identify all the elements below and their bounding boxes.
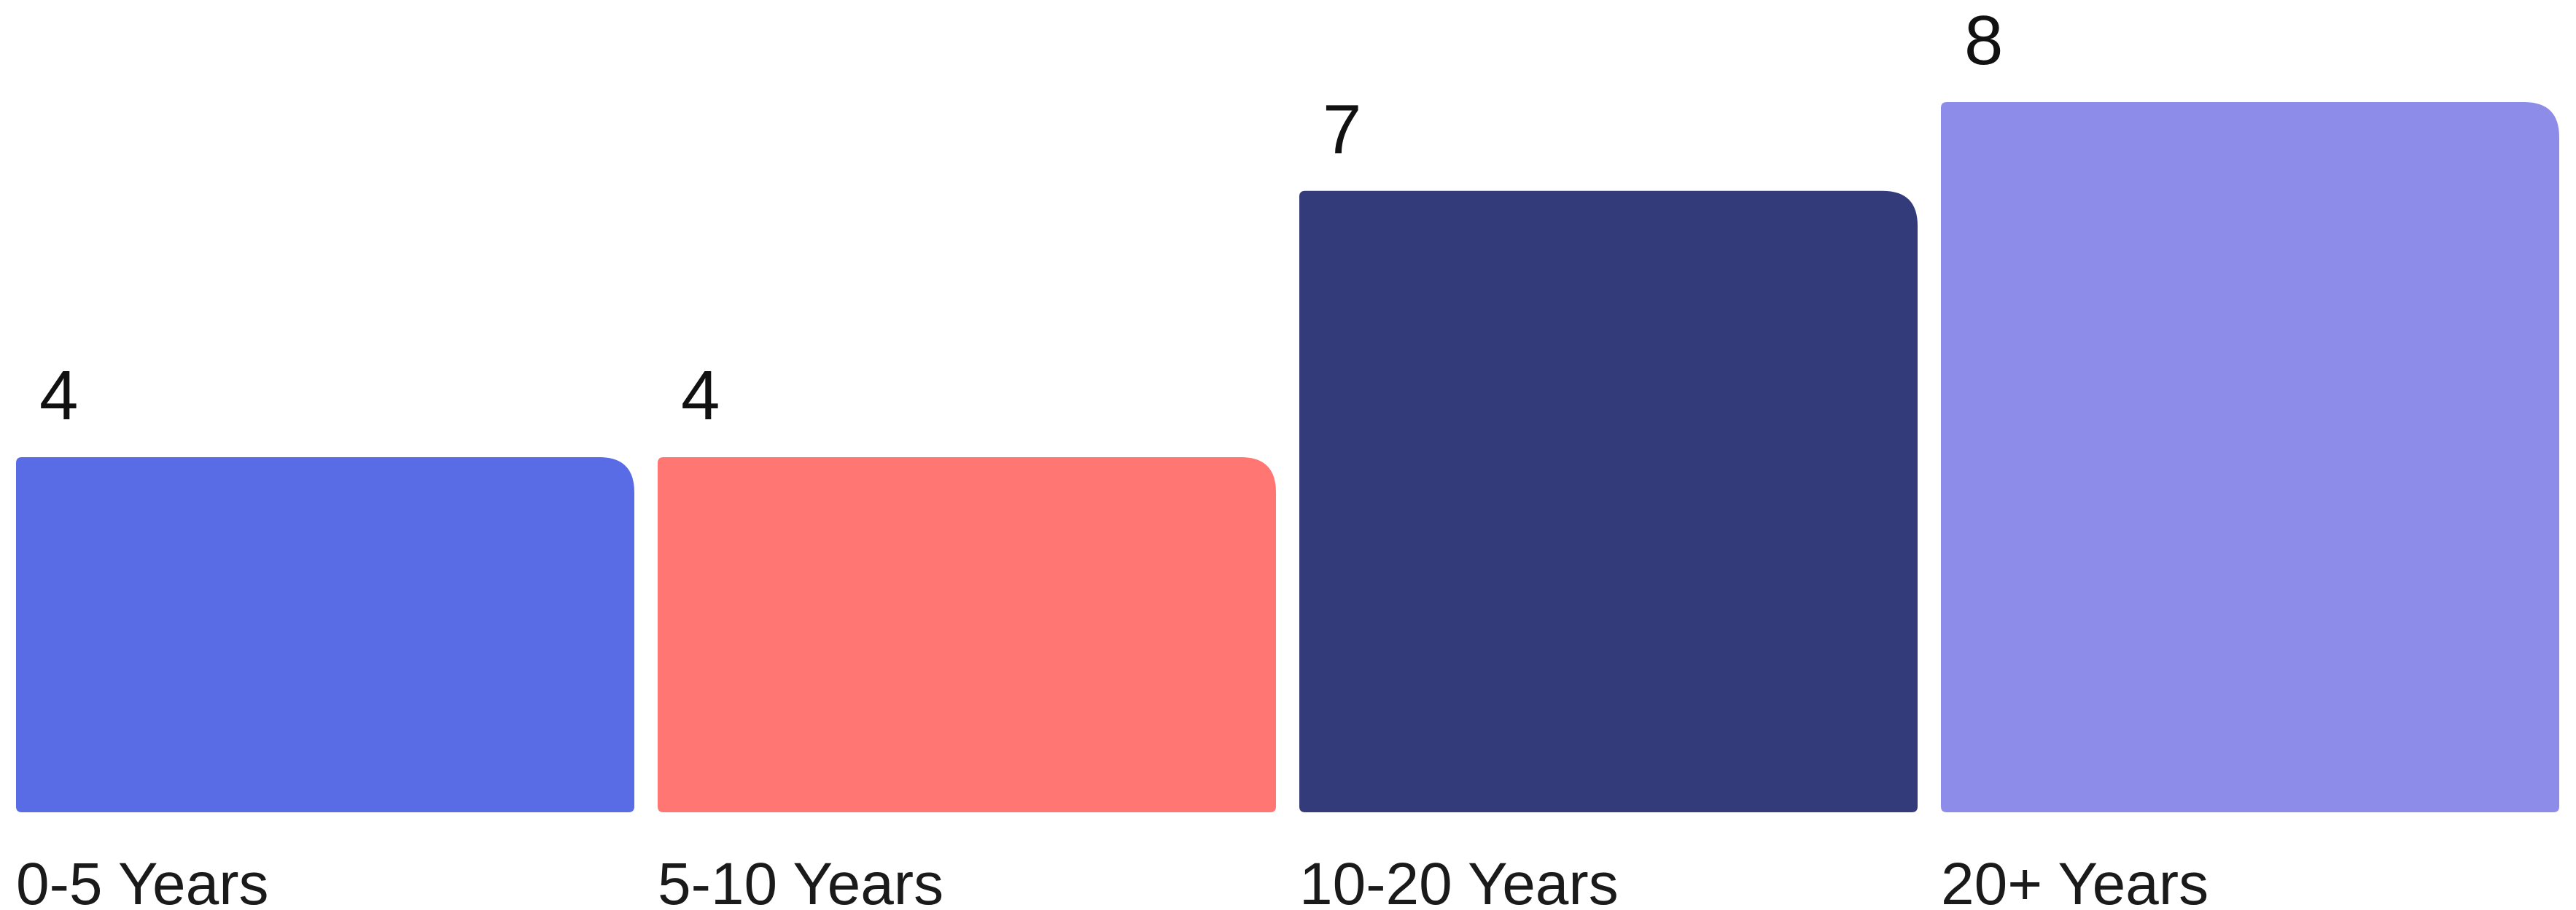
bar-value-label-4: 8	[1964, 1, 2003, 79]
bar-4	[1941, 102, 2559, 812]
category-label-3: 10-20 Years	[1299, 851, 1619, 910]
bar-2	[658, 457, 1276, 812]
bar-value-label-3: 7	[1323, 90, 1361, 168]
category-label-4: 20+ Years	[1941, 851, 2209, 910]
value-labels-layer: 4 4 7 8	[39, 1, 2003, 435]
category-label-2: 5-10 Years	[658, 851, 943, 910]
bar-value-label-2: 4	[681, 357, 720, 435]
bar-3	[1299, 190, 1918, 812]
category-label-1: 0-5 Years	[16, 851, 269, 910]
bar-1	[16, 457, 634, 812]
bar-value-label-1: 4	[39, 357, 78, 435]
bars-layer	[16, 102, 2559, 812]
category-labels-layer: 0-5 Years 5-10 Years 10-20 Years 20+ Years	[16, 851, 2209, 910]
